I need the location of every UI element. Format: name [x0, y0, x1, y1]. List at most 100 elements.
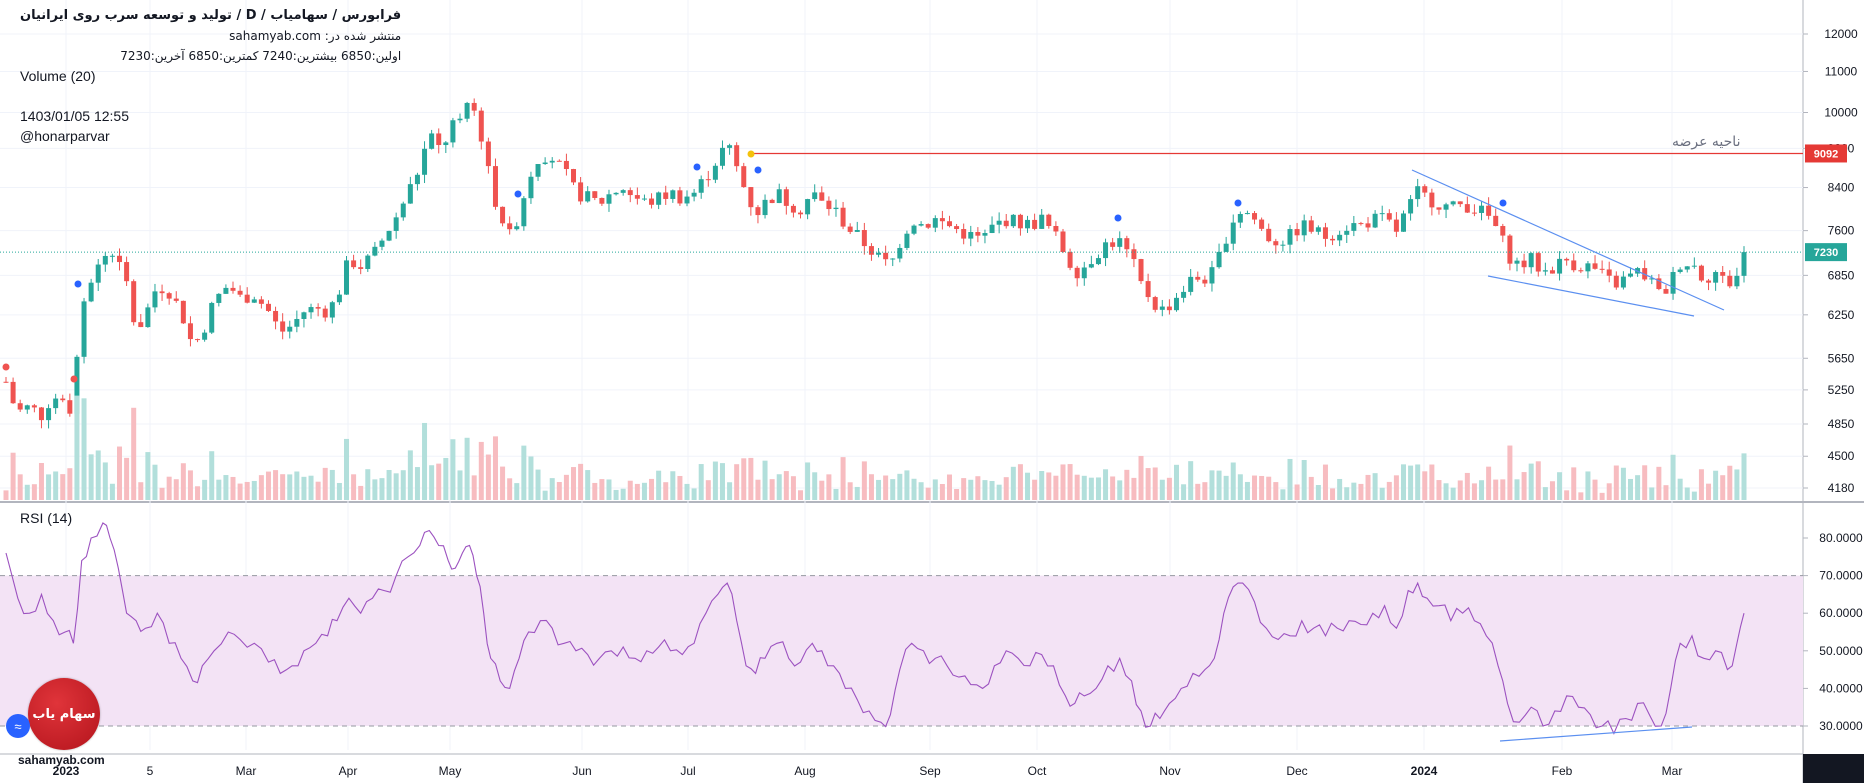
last-price-tag: [1805, 243, 1847, 262]
volume-bar: [1386, 481, 1392, 500]
candle-body: [1542, 270, 1548, 272]
volume-bar: [528, 456, 534, 500]
rsi-tick-label: 40.0000: [1819, 681, 1863, 695]
volume-bar: [755, 479, 761, 500]
candle-body: [698, 179, 704, 193]
volume-bar: [663, 482, 669, 500]
volume-bar: [244, 481, 250, 500]
candle-body: [1720, 272, 1726, 276]
volume-bar: [24, 484, 30, 500]
candle-body: [1379, 213, 1385, 215]
candle-body: [1549, 270, 1555, 274]
candle-body: [748, 187, 754, 208]
candle-body: [1088, 264, 1094, 268]
candle-body: [627, 190, 633, 196]
volume-bar: [301, 476, 307, 500]
volume-bar: [1244, 481, 1250, 500]
volume-bar: [1081, 475, 1087, 500]
volume-bar: [1514, 479, 1520, 500]
volume-bar: [1670, 454, 1676, 500]
volume-bar: [861, 461, 867, 500]
candle-body: [109, 255, 115, 257]
candle-body: [996, 220, 1002, 225]
candle-body: [1578, 270, 1584, 272]
wave-icon[interactable]: ≈: [6, 714, 30, 738]
candle-body: [1535, 253, 1541, 272]
candle-body: [876, 252, 882, 255]
candle-body: [1117, 238, 1123, 247]
candle-body: [798, 212, 804, 215]
volume-bar: [968, 479, 974, 500]
candle-body: [202, 332, 208, 340]
candle-body: [1039, 214, 1045, 229]
candle-body: [1138, 259, 1144, 282]
volume-bar: [1280, 489, 1286, 500]
volume-bar: [925, 487, 931, 500]
volume-bar: [1209, 470, 1215, 500]
candle-body: [712, 165, 718, 180]
candle-body: [790, 205, 796, 213]
candle-body: [705, 179, 711, 181]
candle-body: [450, 120, 456, 143]
volume-bar: [1663, 485, 1669, 500]
candle-body: [1436, 207, 1442, 210]
volume-bar: [422, 422, 428, 500]
candle-body: [890, 258, 896, 260]
candle-body: [1095, 258, 1101, 265]
candle-body: [1244, 213, 1250, 215]
volume-bar: [251, 480, 257, 500]
candle-body: [514, 226, 520, 230]
rsi-trendline[interactable]: [1499, 726, 1693, 742]
lower-trendline[interactable]: [1487, 275, 1695, 317]
candle-body: [1152, 297, 1158, 310]
volume-bar: [1684, 487, 1690, 500]
volume-bar: [1159, 479, 1165, 500]
candle-body: [223, 287, 229, 294]
volume-bar: [542, 490, 548, 500]
candle-body: [1010, 214, 1016, 227]
candle-body: [925, 224, 931, 228]
source-line: منتشر شده در: sahamyab.com: [229, 29, 402, 43]
candle-body: [1330, 238, 1336, 241]
candle-body: [1294, 229, 1300, 236]
candle-body: [336, 294, 342, 303]
upper-trendline[interactable]: [1411, 169, 1725, 311]
candle-body: [315, 307, 321, 309]
volume-bar: [649, 478, 655, 500]
candle-body: [53, 398, 59, 409]
volume-bar: [180, 463, 186, 500]
volume-bar: [1393, 475, 1399, 500]
candle-body: [1074, 267, 1080, 279]
candle-body: [1060, 231, 1066, 252]
volume-bar: [351, 474, 357, 500]
signal-dot: [693, 163, 701, 171]
sahamyab-logo[interactable]: سهام یاب: [28, 678, 100, 750]
candle-body: [1592, 263, 1598, 269]
volume-bar: [1273, 482, 1279, 500]
candle-body: [1649, 278, 1655, 280]
price-tick-label: 10000: [1824, 105, 1858, 119]
candle-body: [251, 299, 257, 303]
volume-bar: [308, 475, 314, 500]
volume-bar: [1259, 475, 1265, 500]
volume-bar: [1408, 465, 1414, 500]
candle-body: [1067, 251, 1073, 268]
volume-bar: [173, 479, 179, 500]
candle-body: [734, 145, 740, 167]
volume-bar: [854, 486, 860, 500]
volume-bar: [620, 488, 626, 500]
candle-body: [414, 174, 420, 185]
candle-body: [1159, 306, 1165, 310]
candle-body: [592, 191, 598, 198]
volume-bar: [507, 478, 513, 500]
candle-body: [187, 323, 193, 340]
candle-body: [379, 240, 385, 247]
candle-body: [372, 246, 378, 256]
candle-body: [344, 260, 350, 295]
time-tick-label: Aug: [794, 764, 815, 778]
candle-body: [1337, 234, 1343, 241]
volume-bar: [556, 482, 562, 500]
candle-body: [329, 302, 335, 318]
signal-dot: [1499, 199, 1507, 207]
